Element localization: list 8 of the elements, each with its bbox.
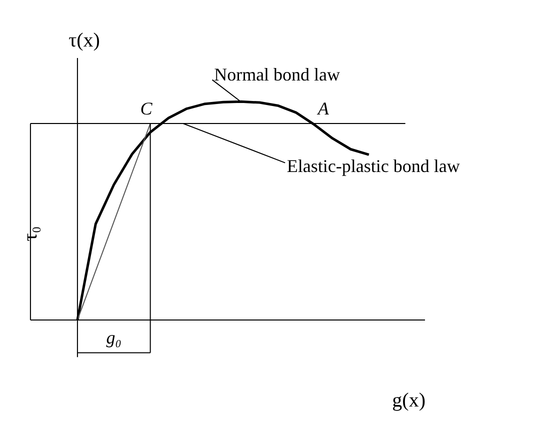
ref-line-label: τ₀	[19, 226, 42, 242]
annotation: Elastic-plastic bond law	[286, 156, 460, 176]
x-axis-title: g(x)	[392, 390, 426, 412]
annotation: A	[316, 98, 330, 118]
y-axis-title: τ(x)	[68, 30, 100, 52]
annotation: C	[140, 98, 154, 118]
text: Normal bond law	[214, 64, 340, 84]
text: g₀	[106, 328, 122, 348]
